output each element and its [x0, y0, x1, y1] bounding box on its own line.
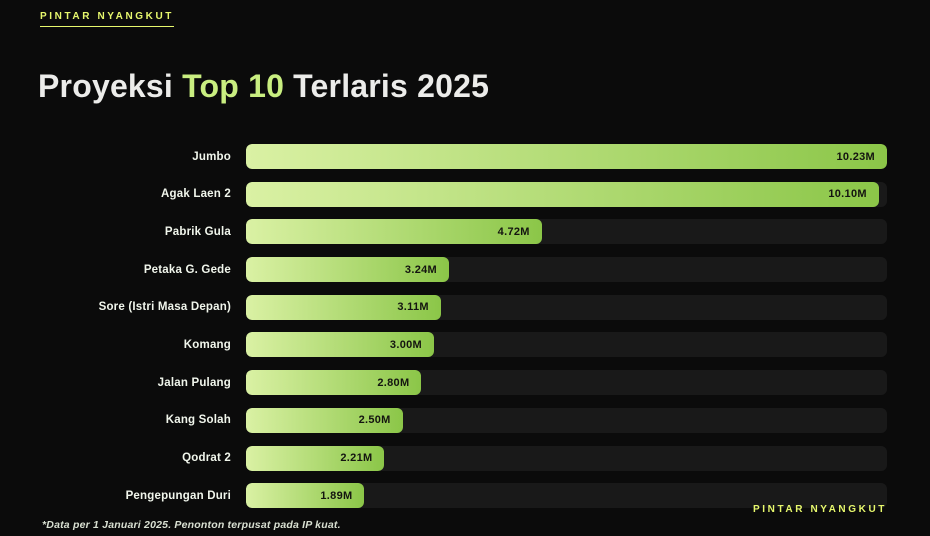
bar-label: Jumbo	[192, 150, 231, 163]
bar-label: Sore (Istri Masa Depan)	[98, 301, 231, 314]
bar-label: Pengepungan Duri	[125, 489, 231, 502]
chart-row: Komang 3.00M	[40, 332, 887, 358]
bar-track: 2.50M	[246, 407, 887, 433]
bar-value: 10.10M	[828, 188, 867, 201]
bar-value: 2.80M	[377, 376, 410, 389]
bar: 1.89M	[246, 483, 365, 509]
bar-track: 3.11M	[246, 294, 887, 320]
bar-value: 2.21M	[340, 452, 373, 464]
bar-label: Agak Laen 2	[161, 188, 231, 201]
bar-label: Qodrat 2	[182, 452, 231, 464]
bar-chart: Jumbo 10.23M Agak Laen 2 10.10M Pabrik Gula 4…	[40, 144, 887, 521]
chart-row: Jalan Pulang 2.80M	[40, 370, 887, 396]
bar-track: 10.10M	[246, 181, 887, 207]
chart-row: Petaka G. Gede 3.24M	[40, 257, 887, 283]
chart-row: Jumbo 10.23M	[40, 144, 887, 169]
bar-value: 3.24M	[404, 263, 437, 276]
title-prefix: Proyeksi	[38, 68, 183, 104]
title-suffix: Terlaris 2025	[284, 68, 490, 104]
chart-row: Pengepungan Duri 1.89M	[40, 483, 887, 509]
bar: 2.80M	[246, 370, 422, 396]
bar-value: 4.72M	[497, 225, 530, 238]
bar-value: 3.00M	[389, 338, 422, 351]
brand-watermark-bottom: PINTAR NYANGKUT	[752, 504, 887, 515]
bar-track: 3.24M	[246, 257, 887, 283]
bar-label: Komang	[183, 338, 231, 351]
bar: 3.00M	[246, 332, 434, 358]
bar-label: Petaka G. Gede	[143, 263, 231, 276]
bar: 10.10M	[246, 181, 879, 207]
bar-value: 3.11M	[397, 301, 429, 314]
bar: 3.24M	[246, 257, 449, 283]
bar-track: 1.89M	[246, 483, 887, 509]
brand-link-top[interactable]: PINTAR NYANGKUT	[40, 11, 175, 27]
chart-row: Kang Solah 2.50M	[40, 407, 887, 433]
bar-label: Pabrik Gula	[164, 225, 231, 238]
bar: 3.11M	[246, 294, 441, 320]
footnote: *Data per 1 Januari 2025. Penonton terpu…	[42, 519, 341, 531]
bar-track: 10.23M	[246, 144, 887, 169]
bar-value: 2.50M	[358, 414, 391, 427]
bar-track: 2.21M	[246, 445, 887, 471]
bar-label: Kang Solah	[165, 414, 231, 427]
title-highlight: Top 10	[182, 68, 285, 104]
page-title: Proyeksi Top 10 Terlaris 2025	[38, 68, 489, 105]
bar: 2.21M	[246, 445, 385, 471]
chart-row: Pabrik Gula 4.72M	[40, 219, 887, 245]
bar-track: 4.72M	[246, 219, 887, 245]
bar-track: 2.80M	[246, 370, 887, 396]
bar-value: 1.89M	[320, 489, 353, 502]
bar: 10.23M	[246, 144, 887, 169]
chart-row: Agak Laen 2 10.10M	[40, 181, 887, 207]
bar-value: 10.23M	[836, 150, 875, 163]
chart-row: Qodrat 2 2.21M	[40, 445, 887, 471]
chart-row: Sore (Istri Masa Depan) 3.11M	[40, 294, 887, 320]
bar: 4.72M	[246, 219, 542, 245]
bar-track: 3.00M	[246, 332, 887, 358]
bar: 2.50M	[246, 407, 403, 433]
bar-label: Jalan Pulang	[157, 376, 231, 389]
